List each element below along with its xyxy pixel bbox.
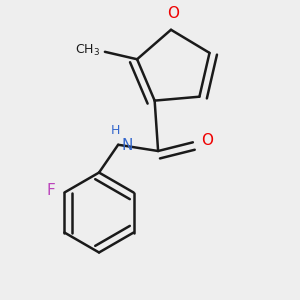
Text: O: O (202, 133, 214, 148)
Text: N: N (122, 138, 133, 153)
Text: H: H (111, 124, 120, 137)
Text: F: F (47, 183, 56, 198)
Text: CH$_3$: CH$_3$ (75, 43, 100, 58)
Text: O: O (167, 6, 179, 21)
